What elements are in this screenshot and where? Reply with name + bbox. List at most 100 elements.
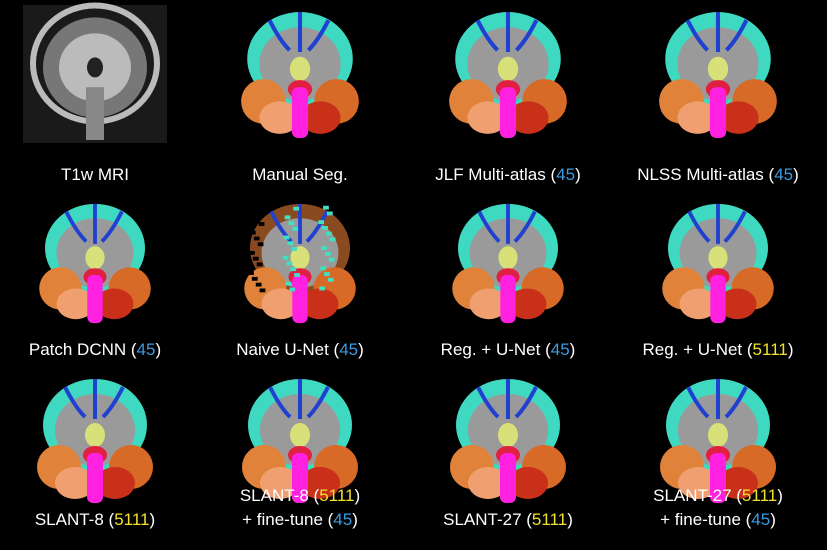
caption: Reg. + U-Net (45)	[441, 340, 576, 359]
ventricle	[708, 57, 728, 81]
noise	[283, 256, 289, 260]
noise	[256, 283, 262, 287]
noise	[260, 288, 266, 292]
caption-part: + fine-tune (	[242, 510, 334, 529]
caption-part: 45	[774, 165, 793, 184]
caption-part: )	[149, 510, 155, 529]
noise	[291, 247, 297, 251]
noise	[248, 271, 254, 275]
brainstem	[500, 87, 516, 138]
ventricle	[498, 423, 518, 447]
caption-part: Reg. + U-Net (	[441, 340, 551, 359]
brainstem	[86, 87, 104, 140]
caption-part: )	[575, 165, 581, 184]
caption-part: 45	[551, 340, 570, 359]
brainstem	[710, 275, 725, 323]
caption-part: )	[352, 510, 358, 529]
ventricle	[708, 423, 728, 447]
caption-part: Reg. + U-Net (	[642, 340, 752, 359]
ventricle	[85, 246, 104, 269]
noise	[330, 238, 336, 242]
caption: Manual Seg.	[252, 165, 347, 184]
noise	[257, 263, 263, 267]
noise	[286, 282, 292, 286]
caption: JLF Multi-atlas (45)	[435, 165, 581, 184]
caption-part: 5111	[753, 340, 788, 359]
noise	[318, 220, 324, 224]
caption-part: )	[155, 340, 161, 359]
brainstem	[292, 87, 308, 138]
caption-part: Patch DCNN (	[29, 340, 137, 359]
ventricle	[290, 57, 310, 81]
caption: + fine-tune (45)	[660, 510, 776, 529]
caption-part: )	[567, 510, 573, 529]
noise	[285, 215, 291, 219]
caption-part: Naive U-Net (	[236, 340, 339, 359]
noise	[321, 246, 327, 250]
noise	[327, 212, 333, 216]
noise	[259, 222, 265, 226]
caption-part: )	[354, 486, 360, 505]
caption-part: )	[793, 165, 799, 184]
ventricle	[708, 246, 727, 269]
noise	[255, 216, 261, 220]
noise	[250, 231, 256, 235]
caption-part: + fine-tune (	[660, 510, 752, 529]
noise	[290, 267, 296, 271]
caption-part: )	[777, 486, 783, 505]
noise	[253, 257, 259, 261]
ventricle	[498, 57, 518, 81]
ventricle	[87, 57, 103, 77]
caption-part: SLANT-27 (	[443, 510, 532, 529]
caption-part: T1w MRI	[61, 165, 129, 184]
noise	[326, 232, 332, 236]
caption-part: 45	[137, 340, 156, 359]
caption-part: NLSS Multi-atlas (	[637, 165, 774, 184]
noise	[254, 237, 260, 241]
caption: SLANT-27 (5111)	[653, 486, 783, 505]
noise	[287, 262, 293, 266]
caption-part: Manual Seg.	[252, 165, 347, 184]
noise	[322, 226, 328, 230]
noise	[323, 206, 329, 210]
noise	[258, 242, 264, 246]
noise	[284, 236, 290, 240]
noise	[294, 273, 300, 277]
caption: + fine-tune (45)	[242, 510, 358, 529]
caption: Patch DCNN (45)	[29, 340, 161, 359]
caption: NLSS Multi-atlas (45)	[637, 165, 799, 184]
caption-part: SLANT-8 (	[240, 486, 320, 505]
caption-part: 45	[333, 510, 352, 529]
caption-part: 45	[556, 165, 575, 184]
noise	[320, 266, 326, 270]
caption: SLANT-8 (5111)	[240, 486, 360, 505]
ventricle	[290, 423, 310, 447]
noise	[293, 207, 299, 211]
brainstem	[87, 453, 103, 503]
caption-part: 45	[339, 340, 358, 359]
caption-part: )	[788, 340, 794, 359]
noise	[252, 277, 258, 281]
noise	[249, 251, 255, 255]
caption-part: SLANT-8 (	[35, 510, 115, 529]
ventricle	[498, 246, 517, 269]
brainstem	[500, 453, 516, 503]
caption-part: 5111	[114, 510, 149, 529]
noise	[319, 287, 325, 291]
noise	[251, 211, 257, 215]
caption: SLANT-8 (5111)	[35, 510, 155, 529]
brainstem	[710, 87, 726, 138]
caption-part: 5111	[532, 510, 567, 529]
caption-part: 45	[751, 510, 770, 529]
brainstem	[87, 275, 102, 323]
caption-part: )	[770, 510, 776, 529]
noise	[288, 221, 294, 225]
noise	[328, 278, 334, 282]
noise	[325, 252, 331, 256]
caption: Naive U-Net (45)	[236, 340, 364, 359]
figure: T1w MRI Manual Seg. JLF Multi-atlas (45) NL…	[0, 0, 827, 550]
noise	[329, 258, 335, 262]
caption: T1w MRI	[61, 165, 129, 184]
noise	[324, 272, 330, 276]
caption-part: )	[570, 340, 576, 359]
